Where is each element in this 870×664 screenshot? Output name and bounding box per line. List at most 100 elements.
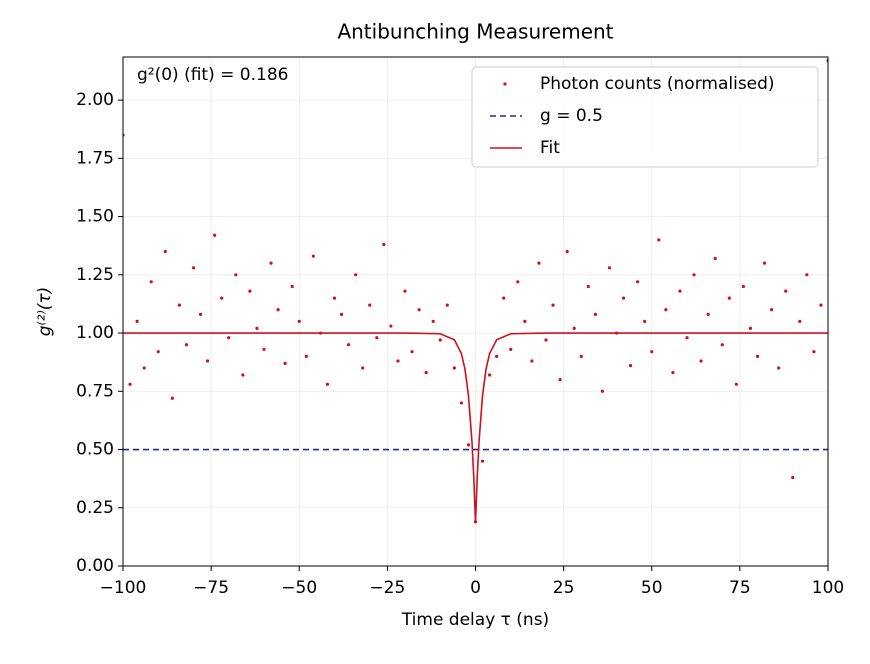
legend-label: g = 0.5 — [540, 106, 603, 126]
plot-area — [123, 58, 828, 524]
data-point — [142, 366, 146, 370]
data-point — [685, 336, 689, 340]
y-tick-label: 2.00 — [76, 90, 114, 110]
y-tick-label: 1.00 — [76, 323, 114, 343]
data-point — [262, 347, 266, 351]
data-point — [248, 289, 252, 293]
data-point — [551, 303, 555, 307]
data-point — [713, 256, 717, 261]
data-point — [156, 350, 160, 354]
data-point — [784, 289, 788, 293]
data-point — [269, 261, 273, 265]
data-point — [339, 312, 344, 317]
data-point — [593, 312, 597, 317]
data-point — [671, 371, 675, 375]
data-point — [445, 303, 449, 307]
data-point — [255, 326, 259, 330]
data-point — [325, 382, 330, 386]
data-point — [184, 343, 189, 347]
data-point — [699, 359, 703, 363]
y-tick-label: 1.25 — [76, 265, 114, 285]
data-point — [812, 350, 816, 354]
data-point — [135, 319, 139, 324]
x-tick-label: −100 — [100, 578, 147, 598]
data-point — [332, 296, 337, 300]
y-axis-label: g⁽²⁾(τ) — [35, 287, 55, 336]
data-point — [805, 273, 809, 277]
data-point — [459, 401, 463, 405]
y-tick-label: 1.50 — [76, 207, 114, 227]
data-point — [234, 273, 238, 277]
chart-title: Antibunching Measurement — [337, 20, 613, 44]
x-axis-label: Time delay τ (ns) — [401, 610, 549, 630]
data-point — [480, 459, 485, 463]
data-point — [311, 254, 315, 258]
data-point — [495, 354, 499, 358]
data-point — [163, 249, 167, 254]
data-point — [537, 261, 541, 265]
data-line — [123, 332, 828, 523]
legend-marker — [503, 82, 507, 86]
data-point — [565, 249, 569, 254]
data-point — [678, 289, 682, 293]
data-point — [375, 336, 379, 340]
data-point — [530, 359, 534, 363]
data-point — [354, 273, 358, 277]
data-point — [734, 382, 738, 386]
x-tick-label: −75 — [193, 578, 229, 598]
data-point — [741, 284, 746, 289]
data-point — [727, 296, 731, 300]
data-point — [523, 319, 527, 324]
data-point — [755, 354, 760, 358]
legend-label: Fit — [540, 138, 560, 158]
data-point — [643, 319, 647, 324]
data-point — [558, 378, 562, 382]
data-point — [170, 396, 174, 400]
data-point — [509, 347, 513, 351]
data-point — [636, 280, 640, 284]
data-point — [607, 266, 612, 270]
data-point — [819, 303, 823, 307]
y-tick-label: 0.50 — [76, 440, 114, 460]
annotation: g²(0) (fit) = 0.186 — [137, 65, 288, 85]
data-point — [206, 359, 210, 363]
data-point — [389, 324, 393, 328]
data-point — [297, 319, 301, 324]
legend-box — [471, 66, 819, 168]
data-point — [241, 373, 245, 377]
data-point — [128, 382, 132, 386]
x-tick-label: 25 — [553, 578, 575, 598]
data-point — [276, 308, 280, 312]
data-point — [770, 308, 774, 312]
data-point — [516, 280, 520, 284]
data-point — [572, 326, 576, 330]
data-point — [361, 366, 365, 370]
x-tick-label: 75 — [729, 578, 751, 598]
data-point — [438, 338, 442, 342]
data-point — [149, 280, 153, 284]
x-tick-label: −25 — [369, 578, 405, 598]
data-point — [396, 359, 400, 363]
data-point — [621, 296, 626, 300]
data-point — [650, 350, 654, 354]
data-point — [544, 338, 548, 342]
x-tick-label: −50 — [281, 578, 317, 598]
data-point — [791, 475, 795, 480]
data-point — [600, 389, 605, 393]
data-point — [586, 284, 590, 289]
data-point — [502, 296, 506, 300]
data-point — [382, 242, 386, 247]
x-tick-label: 100 — [812, 578, 844, 598]
data-point — [177, 303, 181, 307]
data-point — [431, 319, 435, 324]
data-point — [220, 296, 224, 300]
x-tick-label: 0 — [470, 578, 481, 598]
data-point — [403, 289, 407, 293]
data-point — [283, 361, 287, 365]
data-point — [304, 354, 308, 358]
y-tick-label: 0.25 — [76, 498, 114, 518]
data-point — [748, 326, 753, 330]
data-point — [706, 312, 710, 317]
